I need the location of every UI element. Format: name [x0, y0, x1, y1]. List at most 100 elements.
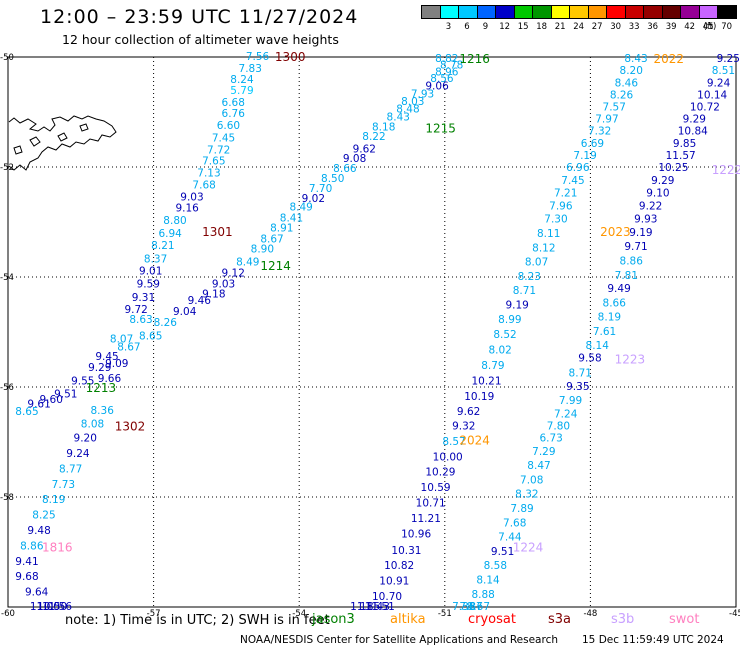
- wave-height-value: 8.36: [91, 405, 115, 417]
- wave-height-value: 10.96: [401, 528, 431, 540]
- wave-height-value: 8.65: [139, 330, 162, 342]
- satellite-jason3: jason3: [312, 612, 355, 627]
- wave-height-value: 8.91: [270, 223, 293, 235]
- wave-height-value: 10.14: [697, 89, 727, 101]
- axis-tick-labels: -60 -57 -54 -51 -48 -45 -50 -52 -54 -56 -58: [0, 53, 740, 619]
- wave-height-value: 10.72: [690, 102, 720, 114]
- wave-height-value: 6.94: [158, 228, 182, 240]
- map-subtitle: 12 hour collection of altimeter wave hei…: [62, 32, 339, 47]
- credit-line: NOAA/NESDIS Center for Satellite Applica…: [240, 634, 558, 646]
- wave-height-value: 7.45: [212, 132, 235, 144]
- credit-timestamp: 15 Dec 11:59:49 UTC 2024: [582, 634, 724, 646]
- wave-height-value: 9.93: [634, 214, 657, 226]
- wave-height-value: 8.08: [81, 418, 104, 430]
- wave-height-value: 7.93: [411, 88, 434, 100]
- wave-height-value: 9.72: [124, 304, 147, 316]
- wave-height-value: 8.26: [610, 89, 634, 101]
- wave-height-value: 8.07: [110, 334, 133, 346]
- wave-height-value: 8.88: [471, 589, 494, 601]
- wave-height-value: 6.76: [222, 108, 246, 120]
- wave-height-value: 8.80: [163, 215, 186, 227]
- wave-height-value: 8.12: [532, 242, 555, 254]
- wave-height-value: 9.41: [15, 556, 38, 568]
- wave-height-value: 8.58: [484, 560, 507, 572]
- wave-height-value: 7.87: [459, 601, 482, 613]
- wave-height-value: 10.29: [425, 467, 455, 479]
- wave-height-value: 9.85: [673, 138, 696, 150]
- legend-label: 15: [517, 22, 529, 32]
- legend-label: 27: [591, 22, 603, 32]
- legend-label: 18: [536, 22, 548, 32]
- wave-height-value: 8.49: [289, 202, 312, 214]
- satellite-key: jason3 altika cryosat s3a s3b swot: [0, 612, 740, 630]
- pass-label: 2023: [600, 225, 631, 239]
- wave-height-value: 9.71: [624, 241, 647, 253]
- wave-height-value: 9.60: [40, 394, 63, 406]
- lat-tick-label: -56: [0, 383, 14, 393]
- wave-height-value: 11.43: [360, 601, 390, 613]
- wave-height-value: 8.49: [236, 257, 259, 269]
- lon-tick-label: -48: [583, 609, 597, 619]
- wave-height-value: 8.66: [603, 297, 627, 309]
- satellite-s3a: s3a: [548, 612, 572, 627]
- wave-height-value: 9.61: [27, 399, 50, 411]
- pass-label: 1222: [712, 163, 740, 177]
- wave-height-value: 7.32: [588, 126, 611, 138]
- wave-height-value: 8.14: [586, 340, 610, 352]
- pass-label: 1213: [86, 381, 117, 395]
- wave-height-value: 6.68: [222, 97, 245, 109]
- pass-label: 1215: [425, 121, 456, 135]
- wave-height-value: 8.46: [615, 77, 639, 89]
- wave-height-value: 9.03: [212, 279, 235, 291]
- wave-height-value: 8.24: [230, 74, 254, 86]
- wave-height-value: 8.21: [151, 240, 174, 252]
- wave-height-value: 7.89: [510, 503, 533, 515]
- wave-height-value: 8.43: [624, 53, 647, 65]
- wave-height-value: 7.68: [503, 517, 526, 529]
- wave-height-value: 9.19: [505, 300, 528, 312]
- pass-label: 2024: [459, 433, 490, 447]
- legend-label: 21: [554, 22, 566, 32]
- wave-height-value: 8.47: [527, 460, 550, 472]
- wave-height-value: 9.06: [425, 81, 449, 93]
- wave-height-value: 7.97: [595, 114, 618, 126]
- wave-height-value: 8.25: [32, 510, 55, 522]
- wave-height-value: 7.21: [554, 187, 577, 199]
- wave-height-value: 9.31: [132, 292, 155, 304]
- wave-height-value: 8.14: [476, 575, 500, 587]
- wave-height-value: 7.38: [452, 601, 475, 613]
- wave-height-value: 10.00: [433, 451, 463, 463]
- legend-swatch: [717, 5, 737, 19]
- legend-label: 24: [573, 22, 585, 32]
- wave-height-value: 8.65: [15, 406, 38, 418]
- wave-height-value: 9.04: [173, 306, 197, 318]
- wave-height-value: 8.66: [333, 163, 357, 175]
- wave-height-value: 9.58: [578, 352, 601, 364]
- wave-height-value: 8.41: [280, 213, 303, 225]
- wave-height-value: 7.80: [547, 421, 570, 433]
- pass-label: 2022: [653, 52, 684, 66]
- wave-height-value: 8.26: [154, 317, 178, 329]
- wave-height-value: 11.00: [30, 601, 60, 613]
- wave-height-value: 7.57: [603, 102, 626, 114]
- wave-height-value: 10.71: [416, 498, 446, 510]
- wave-height-value: 8.79: [481, 360, 504, 372]
- wave-height-value: 5.79: [230, 85, 253, 97]
- wave-height-value: 9.02: [302, 193, 325, 205]
- legend-label: 9: [482, 22, 489, 32]
- wave-height-value: 8.19: [598, 312, 621, 324]
- legend-unit: (ft): [703, 22, 717, 32]
- wave-height-value: 8.50: [321, 173, 344, 185]
- wave-height-value: 9.35: [566, 381, 589, 393]
- lon-tick-label: -51: [438, 609, 452, 619]
- track-t1300: 7.567.838.245.796.686.766.607.457.727.65…: [27, 51, 269, 411]
- pass-label: 1302: [115, 420, 146, 434]
- legend-label: 42: [684, 22, 696, 32]
- wave-height-value: 7.30: [544, 214, 567, 226]
- wave-height-value: 9.19: [629, 227, 652, 239]
- wave-height-value: 7.44: [498, 532, 522, 544]
- wave-height-value: 9.32: [452, 421, 475, 433]
- wave-height-value: 7.83: [239, 63, 262, 75]
- track-t1222: 9.258.519.2410.1410.729.2910.849.8511.57…: [452, 53, 740, 613]
- wave-height-value: 6.73: [539, 433, 562, 445]
